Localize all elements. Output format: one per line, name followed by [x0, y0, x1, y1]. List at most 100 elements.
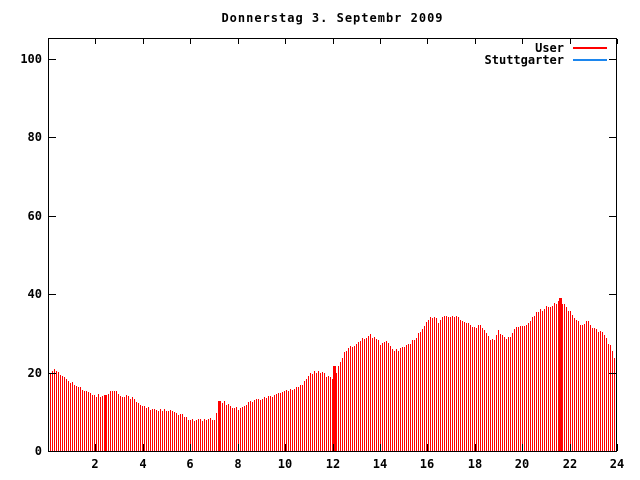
y-tick-right [609, 294, 616, 295]
impulse-bar [430, 317, 431, 451]
impulse-bar [312, 374, 313, 451]
legend-label-user: User [535, 41, 564, 55]
impulse-bar [602, 332, 603, 451]
impulse-bar [374, 337, 375, 451]
impulse-bar [428, 320, 429, 451]
impulse-bar [52, 371, 53, 451]
impulse-bar [138, 403, 139, 451]
impulse-bar [180, 414, 181, 451]
x-tick-label: 22 [562, 457, 578, 471]
impulse-bar [110, 391, 111, 451]
impulse-bar [436, 318, 437, 451]
impulse-bar [610, 345, 611, 451]
impulse-bar [402, 347, 403, 451]
impulse-bar [160, 409, 161, 451]
impulse-bar [372, 338, 373, 451]
impulse-bar [60, 375, 61, 451]
impulse-bar [98, 394, 99, 451]
impulse-bar [182, 414, 183, 451]
impulse-bar [588, 321, 589, 451]
impulse-bar [302, 385, 303, 451]
impulse-bar [292, 390, 293, 451]
impulse-bar [536, 312, 537, 451]
impulse-bar [416, 338, 417, 451]
impulse-bar [132, 397, 133, 451]
impulse-bar [500, 334, 501, 451]
impulse-bar [58, 372, 59, 451]
x-tick-bottom [143, 444, 144, 451]
impulse-bar [128, 396, 129, 451]
impulse-bar [168, 411, 169, 451]
impulse-bar [478, 325, 479, 451]
impulse-bar [606, 338, 607, 451]
impulse-spike [559, 298, 562, 451]
impulse-bar [154, 409, 155, 451]
impulse-bar [380, 345, 381, 451]
impulse-bar [446, 316, 447, 451]
impulse-bar [216, 413, 217, 451]
impulse-bar [280, 393, 281, 451]
x-tick-label: 12 [325, 457, 341, 471]
impulse-bar [496, 335, 497, 451]
impulse-bar [522, 326, 523, 451]
impulse-bar [438, 323, 439, 451]
impulse-bar [488, 336, 489, 451]
impulse-bar [234, 408, 235, 451]
impulse-bar [568, 311, 569, 451]
x-tick-label: 24 [609, 457, 625, 471]
impulse-bar [394, 351, 395, 451]
impulse-bar [510, 337, 511, 451]
impulse-bar [232, 408, 233, 451]
impulse-bar [356, 344, 357, 451]
impulse-bar [84, 391, 85, 451]
impulse-bar [548, 307, 549, 451]
impulse-bar [208, 419, 209, 451]
impulse-bar [136, 402, 137, 451]
impulse-bar [336, 373, 337, 451]
impulse-bar [226, 405, 227, 451]
x-tick-top [190, 39, 191, 44]
x-tick-bottom [427, 444, 428, 451]
impulse-bar [458, 317, 459, 451]
y-tick-right [609, 216, 616, 217]
impulse-bar [254, 400, 255, 451]
impulse-bar [324, 373, 325, 451]
impulse-bar [272, 397, 273, 451]
impulse-bar [192, 419, 193, 451]
impulse-bar [126, 395, 127, 451]
impulse-bar [470, 325, 471, 451]
impulse-bar [410, 344, 411, 451]
impulse-bar [392, 349, 393, 451]
x-tick-label: 4 [139, 457, 147, 471]
impulse-bar [408, 344, 409, 451]
impulse-bar [178, 415, 179, 451]
impulse-bar [412, 340, 413, 451]
impulse-bar [424, 326, 425, 451]
impulse-bar [526, 325, 527, 451]
legend-row-stuttgarter: Stuttgarter [485, 54, 607, 66]
impulse-bar [116, 391, 117, 451]
legend-line-sample-stuttgarter [573, 59, 607, 61]
y-tick-right [609, 373, 616, 374]
impulse-bar [66, 379, 67, 451]
impulse-bar [456, 316, 457, 451]
impulse-bar [314, 371, 315, 451]
impulse-bar [358, 342, 359, 451]
impulse-bar [120, 396, 121, 451]
impulse-bar [348, 348, 349, 451]
impulse-bar [544, 309, 545, 451]
impulse-bar [482, 328, 483, 451]
impulse-bar [540, 309, 541, 451]
impulse-bar [474, 327, 475, 451]
y-tick-left [49, 216, 56, 217]
impulse-bar [448, 317, 449, 451]
impulse-bar [306, 379, 307, 451]
impulse-bar [262, 399, 263, 451]
impulse-bar [100, 397, 101, 451]
impulse-bar [278, 393, 279, 451]
impulse-bar [590, 325, 591, 451]
x-tick-bottom [380, 444, 381, 451]
impulse-bar [616, 367, 617, 451]
impulse-bar [124, 397, 125, 451]
impulse-bar [296, 387, 297, 451]
